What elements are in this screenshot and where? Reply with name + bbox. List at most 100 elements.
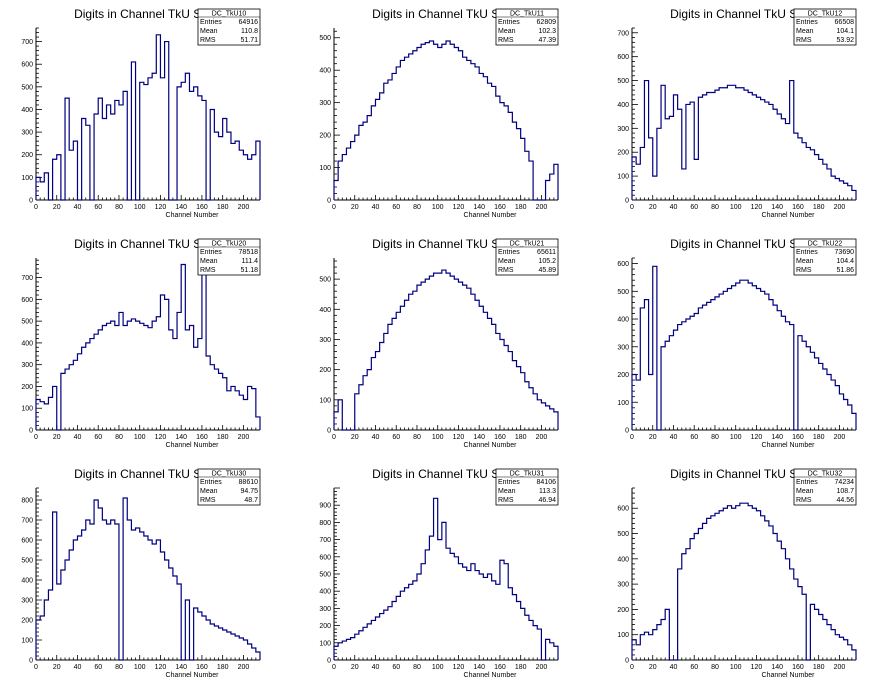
y-tick-label: 400	[319, 68, 331, 75]
x-tick-label: 180	[217, 664, 229, 671]
stats-key: RMS	[796, 497, 812, 504]
y-tick-label: 300	[319, 606, 331, 613]
histogram-svg: Digits in Channel TkU S2 P1 0 20 40 60 80 100 1…	[319, 237, 559, 449]
stats-key: Mean	[498, 28, 516, 35]
histogram-panel: Digits in Channel TkU S3 P1 0 20 40 60 80 100 1…	[298, 460, 596, 690]
y-tick-label: 100	[21, 406, 33, 413]
stats-value: 53.92	[836, 37, 854, 44]
stats-key: Entries	[200, 479, 222, 486]
x-tick-label: 200	[238, 204, 250, 211]
stats-value: 48.7	[244, 497, 258, 504]
x-tick-label: 80	[115, 434, 123, 441]
x-tick-label: 180	[515, 204, 527, 211]
stats-value: 94.75	[240, 488, 258, 495]
x-tick-label: 40	[372, 434, 380, 441]
x-axis-label: Channel Number	[166, 672, 220, 679]
stats-key: Entries	[498, 479, 520, 486]
x-tick-label: 80	[115, 664, 123, 671]
x-axis-label: Channel Number	[464, 442, 518, 449]
histogram-svg: Digits in Channel TkU S3 P1 0 20 40 60 80 100 1…	[319, 467, 559, 679]
x-tick-label: 60	[392, 204, 400, 211]
chart-title: Digits in Channel TkU S1 P1	[372, 7, 524, 21]
stats-key: Mean	[200, 488, 218, 495]
x-tick-label: 160	[792, 204, 804, 211]
x-tick-label: 140	[771, 434, 783, 441]
x-axis-label: Channel Number	[762, 442, 816, 449]
y-tick-label: 200	[617, 607, 629, 614]
y-tick-label: 700	[21, 518, 33, 525]
x-tick-label: 40	[670, 664, 678, 671]
y-tick-label: 100	[319, 397, 331, 404]
y-tick-label: 100	[617, 400, 629, 407]
x-tick-label: 160	[196, 434, 208, 441]
chart-title: Digits in Channel TkU S3 P2	[670, 467, 822, 481]
x-tick-label: 180	[515, 434, 527, 441]
histogram-line	[333, 269, 559, 431]
x-tick-label: 180	[515, 664, 527, 671]
x-tick-label: 80	[711, 664, 719, 671]
stats-value: 105.2	[538, 258, 556, 265]
histogram-svg: Digits in Channel TkU S1 P0 0 20 40 60 80 100 1…	[21, 7, 261, 219]
y-tick-label: 400	[617, 102, 629, 109]
x-tick-label: 140	[473, 204, 485, 211]
stats-value: 44.56	[836, 497, 854, 504]
x-tick-label: 100	[134, 434, 146, 441]
y-tick-label: 500	[617, 531, 629, 538]
chart-title: Digits in Channel TkU S2 P2	[670, 237, 822, 251]
x-tick-label: 160	[792, 434, 804, 441]
stats-key: Mean	[200, 258, 218, 265]
x-tick-label: 40	[372, 204, 380, 211]
y-tick-label: 400	[319, 589, 331, 596]
stats-value: 65611	[537, 249, 556, 256]
stats-box	[495, 238, 559, 276]
x-tick-label: 20	[351, 664, 359, 671]
x-tick-label: 20	[351, 434, 359, 441]
x-tick-label: 40	[670, 204, 678, 211]
stats-value: 73690	[835, 249, 855, 256]
stats-value: 46.94	[538, 497, 556, 504]
y-tick-label: 100	[21, 638, 33, 645]
stats-box	[793, 238, 857, 276]
histogram-panel: Digits in Channel TkU S2 P1 0 20 40 60 80 100 1…	[298, 230, 596, 460]
chart-title: Digits in Channel TkU S2 P1	[372, 237, 524, 251]
y-tick-label: 700	[21, 39, 33, 46]
x-tick-label: 0	[34, 664, 38, 671]
stats-key: RMS	[796, 37, 812, 44]
x-tick-label: 80	[413, 204, 421, 211]
stats-key: RMS	[498, 497, 514, 504]
y-tick-label: 200	[319, 623, 331, 630]
stats-key: Mean	[796, 258, 814, 265]
x-tick-label: 20	[53, 434, 61, 441]
x-tick-label: 100	[730, 204, 742, 211]
x-tick-label: 40	[74, 664, 82, 671]
x-tick-label: 0	[34, 434, 38, 441]
y-tick-label: 200	[617, 150, 629, 157]
x-tick-label: 120	[155, 664, 167, 671]
y-tick-label: 500	[21, 558, 33, 565]
stats-box	[197, 238, 261, 276]
chart-title: Digits in Channel TkU S3 P1	[372, 467, 524, 481]
x-tick-label: 140	[771, 664, 783, 671]
histogram-svg: Digits in Channel TkU S1 P2 0 20 40 60 80 100 1…	[617, 7, 857, 219]
x-tick-label: 140	[175, 434, 187, 441]
stats-value: 66508	[835, 19, 855, 26]
y-tick-label: 600	[21, 62, 33, 69]
x-tick-label: 80	[115, 204, 123, 211]
x-tick-label: 120	[751, 204, 763, 211]
y-tick-label: 300	[617, 582, 629, 589]
x-tick-label: 0	[630, 204, 634, 211]
histogram-line	[631, 502, 857, 661]
y-tick-label: 0	[29, 658, 33, 665]
y-tick-label: 0	[327, 428, 331, 435]
histogram-line	[35, 263, 261, 431]
stats-value: 88610	[239, 479, 259, 486]
x-tick-label: 100	[432, 664, 444, 671]
y-tick-label: 500	[617, 289, 629, 296]
stats-name: DC_TkU30	[212, 471, 247, 478]
x-tick-label: 60	[690, 434, 698, 441]
x-tick-label: 160	[494, 664, 506, 671]
x-tick-label: 140	[175, 204, 187, 211]
y-tick-label: 500	[319, 277, 331, 284]
x-tick-label: 0	[630, 664, 634, 671]
x-tick-label: 160	[196, 664, 208, 671]
